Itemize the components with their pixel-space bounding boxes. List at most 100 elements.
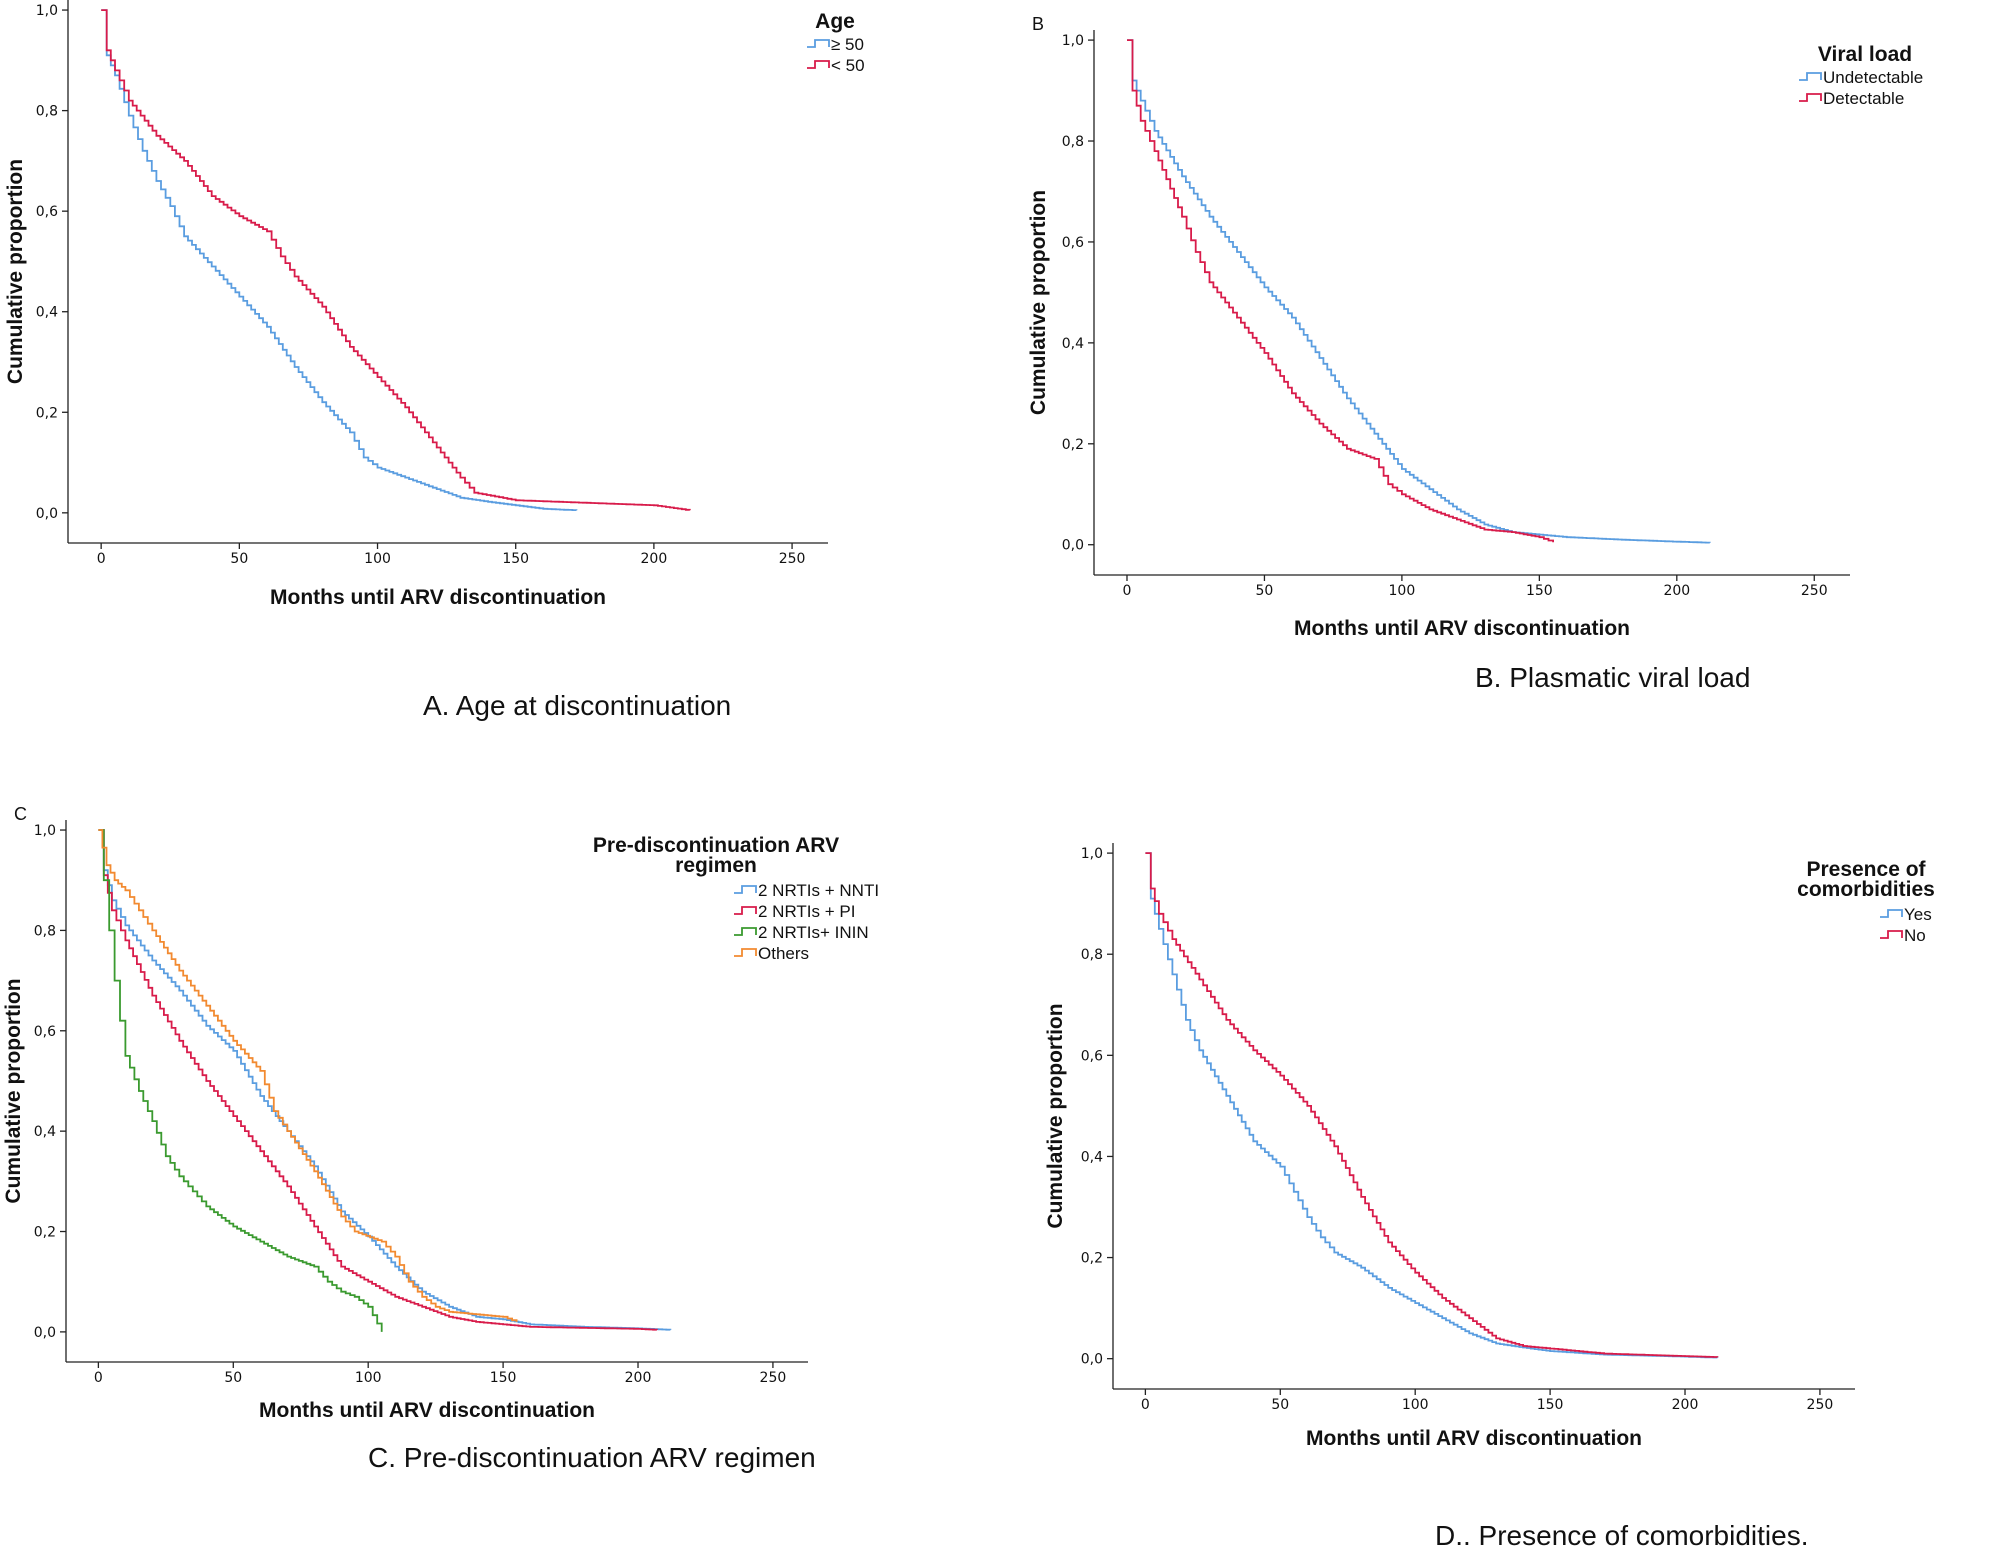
- km-panel-4: 0 50 100 150 200 250 0,0 0,2 0,4 0,6 0,8 1,0 Months …: [1044, 843, 1935, 1551]
- legend-item: ≥ 50: [831, 35, 864, 54]
- legend: Age ≥ 50 < 50: [807, 10, 865, 75]
- y-tick-label: 0,6: [34, 1024, 56, 1040]
- y-tick-label: 0,2: [34, 1225, 56, 1241]
- legend-title: Viral load: [1818, 43, 1912, 66]
- y-tick-label: 0,4: [36, 305, 58, 321]
- x-axis-title: Months until ARV discontinuation: [1294, 617, 1630, 640]
- y-tick-label: 1,0: [1081, 846, 1103, 862]
- km-panel-2: 0 50 100 150 200 250 0,0 0,2 0,4 0,6 0,8 1,0 Months …: [1027, 14, 1923, 693]
- y-tick-label: 0,0: [36, 506, 58, 522]
- x-tick-label: 250: [1807, 1397, 1834, 1413]
- x-tick-label: 0: [1141, 1397, 1150, 1413]
- y-tick-label: 0,2: [1062, 437, 1084, 453]
- panel-letter: C: [14, 804, 27, 824]
- x-axis-title: Months until ARV discontinuation: [259, 1399, 595, 1422]
- legend-item: 2 NRTIs + NNTI: [758, 881, 879, 900]
- x-axis-title: Months until ARV discontinuation: [270, 586, 606, 609]
- legend-item: Others: [758, 944, 809, 963]
- x-tick-label: 150: [1526, 583, 1553, 599]
- series-1-curve: [101, 9, 578, 511]
- km-panel-1: 0 50 100 150 200 250 0,0 0,2 0,4 0,6 0,8 1,0 Months …: [4, 0, 865, 721]
- y-axis-title: Cumulative proportion: [1027, 190, 1050, 415]
- y-tick-label: 0,6: [36, 204, 58, 220]
- panel-caption: D.. Presence of comorbidities.: [1435, 1520, 1809, 1551]
- legend-swatch: [1799, 72, 1822, 81]
- series-3-curve: [98, 829, 383, 1332]
- legend-title: Pre-discontinuation ARV: [593, 834, 839, 857]
- x-tick-label: 100: [364, 551, 391, 567]
- y-tick-label: 1,0: [34, 823, 56, 839]
- y-tick-label: 1,0: [1062, 33, 1084, 49]
- legend-swatch: [1880, 909, 1903, 918]
- panel-letter: B: [1032, 14, 1044, 34]
- x-tick-label: 200: [1663, 583, 1690, 599]
- series-2-curve: [101, 9, 691, 511]
- y-tick-label: 0,8: [36, 104, 58, 120]
- y-tick-label: 0,4: [1062, 336, 1084, 352]
- panel-caption: C. Pre-discontinuation ARV regimen: [368, 1442, 816, 1473]
- y-tick-label: 0,6: [1062, 235, 1084, 251]
- panel-caption: A. Age at discontinuation: [423, 690, 731, 721]
- series-1-curve: [1145, 852, 1719, 1359]
- km-panel-3: 0 50 100 150 200 250 0,0 0,2 0,4 0,6 0,8 1,0 Months …: [2, 804, 879, 1473]
- x-tick-label: 200: [641, 551, 668, 567]
- x-tick-label: 100: [1389, 583, 1416, 599]
- x-tick-label: 250: [760, 1370, 787, 1386]
- series-2-curve: [1127, 39, 1554, 543]
- legend-swatch: [807, 39, 830, 48]
- y-tick-label: 0,8: [1062, 134, 1084, 150]
- legend-item: Detectable: [1823, 89, 1904, 108]
- legend: Viral load Undetectable Detectable: [1799, 43, 1923, 108]
- y-tick-label: 0,2: [36, 405, 58, 421]
- series-2-curve: [1145, 852, 1719, 1358]
- legend-item: 2 NRTIs + PI: [758, 902, 855, 921]
- legend-item: No: [1904, 926, 1926, 945]
- legend-item: Undetectable: [1823, 68, 1923, 87]
- legend-swatch: [807, 60, 830, 69]
- legend-title: comorbidities: [1797, 878, 1935, 901]
- y-tick-label: 0,6: [1081, 1048, 1103, 1064]
- x-tick-label: 200: [1672, 1397, 1699, 1413]
- legend-swatch: [1880, 930, 1903, 939]
- x-tick-label: 150: [502, 551, 529, 567]
- legend-swatch: [734, 948, 757, 957]
- legend-title: regimen: [675, 854, 757, 877]
- legend-item: < 50: [831, 56, 865, 75]
- panel-caption: B. Plasmatic viral load: [1475, 662, 1750, 693]
- y-axis-title: Cumulative proportion: [4, 159, 27, 384]
- x-tick-label: 150: [1537, 1397, 1564, 1413]
- y-tick-label: 0,0: [34, 1325, 56, 1341]
- y-tick-label: 0,8: [34, 923, 56, 939]
- x-tick-label: 150: [490, 1370, 517, 1386]
- series-4-curve: [98, 829, 518, 1322]
- y-axis-title: Cumulative proportion: [1044, 1003, 1067, 1228]
- x-tick-label: 50: [230, 551, 248, 567]
- y-axis-title: Cumulative proportion: [2, 978, 25, 1203]
- x-tick-label: 0: [94, 1370, 103, 1386]
- y-tick-label: 0,0: [1081, 1352, 1103, 1368]
- x-tick-label: 50: [1271, 1397, 1289, 1413]
- series-1-curve: [1127, 39, 1711, 544]
- x-tick-label: 100: [1402, 1397, 1429, 1413]
- legend-item: Yes: [1904, 905, 1932, 924]
- series-2-curve: [98, 829, 658, 1331]
- legend-item: 2 NRTIs+ ININ: [758, 923, 869, 942]
- x-tick-label: 0: [1123, 583, 1132, 599]
- legend-swatch: [734, 927, 757, 936]
- y-tick-label: 1,0: [36, 3, 58, 19]
- y-tick-label: 0,4: [1081, 1149, 1103, 1165]
- legend-swatch: [734, 906, 757, 915]
- x-tick-label: 0: [97, 551, 106, 567]
- legend-swatch: [1799, 93, 1822, 102]
- legend-swatch: [734, 885, 757, 894]
- x-tick-label: 200: [625, 1370, 652, 1386]
- x-tick-label: 250: [1801, 583, 1828, 599]
- x-tick-label: 50: [224, 1370, 242, 1386]
- y-tick-label: 0,8: [1081, 947, 1103, 963]
- legend-title: Presence of: [1806, 858, 1926, 881]
- y-tick-label: 0,0: [1062, 538, 1084, 554]
- x-tick-label: 50: [1256, 583, 1274, 599]
